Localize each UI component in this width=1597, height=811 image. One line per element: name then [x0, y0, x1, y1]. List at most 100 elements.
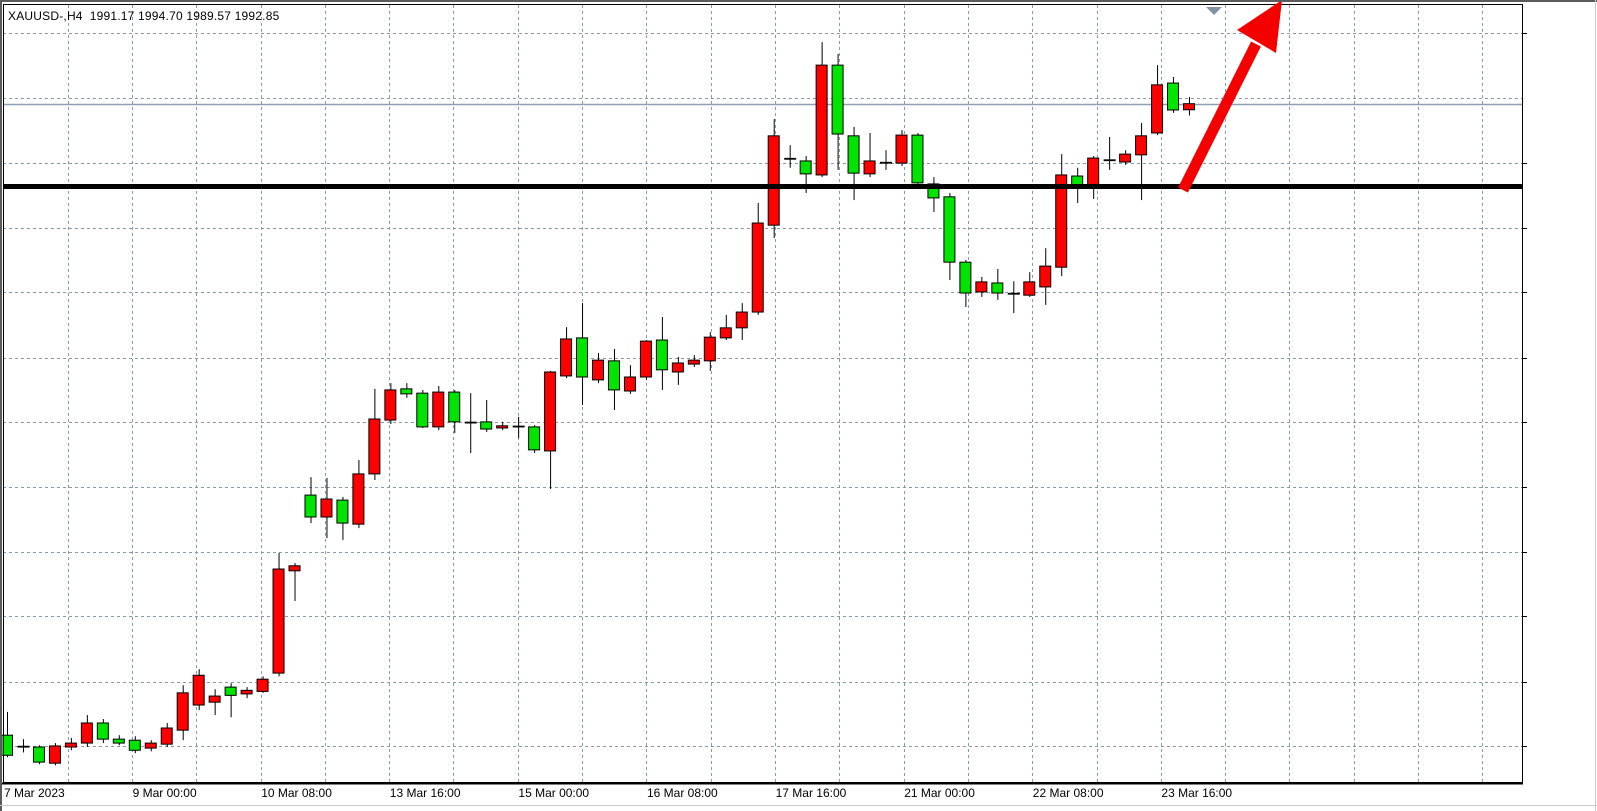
candle-body — [671, 362, 684, 373]
candle-body — [911, 134, 924, 184]
chart-frame — [3, 4, 1523, 783]
candle-18 — [288, 562, 301, 601]
candle-body — [959, 261, 972, 294]
candle-61 — [975, 276, 988, 297]
candle-body — [703, 336, 716, 362]
candle-45 — [719, 314, 732, 341]
candle-9 — [144, 740, 157, 752]
candle-40 — [639, 340, 652, 380]
candle-body — [576, 337, 589, 378]
candle-body — [96, 722, 109, 740]
candle-41 — [655, 317, 668, 390]
chart-shift-marker-icon[interactable] — [1206, 7, 1222, 15]
candle-body — [64, 742, 77, 748]
candle-27 — [432, 385, 445, 431]
candle-body — [544, 371, 557, 452]
candle-11 — [176, 685, 189, 741]
candle-body — [432, 391, 445, 428]
candle-49 — [784, 145, 797, 168]
candle-body — [1023, 281, 1036, 296]
candle-body — [368, 418, 381, 475]
candle-47 — [751, 202, 764, 315]
candle-3 — [48, 743, 61, 766]
candle-13 — [208, 689, 221, 716]
candle-54 — [863, 132, 876, 178]
candle-body — [32, 746, 45, 763]
candle-body — [208, 695, 221, 703]
trend-arrow-head-icon[interactable] — [1237, 0, 1282, 53]
candle-58 — [927, 177, 940, 212]
candle-body — [719, 327, 732, 339]
time-tick-label: 22 Mar 08:00 — [1032, 786, 1104, 800]
candle-body — [256, 678, 269, 692]
candle-72 — [1151, 65, 1164, 136]
horizontal-level-line[interactable] — [3, 184, 1522, 189]
candle-24 — [384, 383, 397, 425]
candle-body — [240, 689, 253, 695]
candle-31 — [496, 421, 509, 431]
candle-body — [1151, 84, 1164, 134]
candle-body — [352, 473, 365, 525]
candle-6 — [96, 719, 109, 744]
candle-body — [416, 392, 429, 428]
price-axis[interactable]: 2012.551976.301958.301940.301922.051904.… — [1522, 0, 1597, 783]
candle-21 — [336, 496, 349, 540]
candle-12 — [192, 669, 205, 711]
candle-28 — [448, 389, 461, 433]
candle-body — [735, 311, 748, 329]
candle-body — [192, 674, 205, 706]
candle-25 — [400, 383, 413, 398]
candle-body — [1087, 157, 1100, 187]
time-tick-label: 15 Mar 00:00 — [518, 786, 590, 800]
candle-body — [815, 64, 828, 176]
candle-20 — [320, 477, 333, 539]
candle-62 — [991, 268, 1004, 300]
candle-body — [623, 376, 636, 392]
candle-17 — [272, 552, 285, 677]
candle-36 — [576, 303, 589, 405]
candle-10 — [160, 722, 173, 748]
candle-body — [767, 135, 780, 226]
chart-ohlc-title: XAUUSD-,H4 1991.17 1994.70 1989.57 1992.… — [8, 9, 280, 23]
candle-55 — [880, 150, 893, 170]
candle-63 — [1007, 281, 1020, 314]
candle-64 — [1023, 272, 1036, 297]
candle-29 — [464, 393, 477, 454]
candle-body — [448, 391, 461, 423]
candle-body — [224, 686, 237, 696]
candle-70 — [1119, 150, 1132, 165]
candle-53 — [847, 126, 860, 201]
candle-1 — [17, 739, 30, 753]
time-tick-label: 7 Mar 2023 — [4, 786, 65, 800]
candle-65 — [1039, 248, 1052, 305]
candle-body — [655, 339, 668, 371]
candle-59 — [943, 192, 956, 281]
candle-23 — [368, 388, 381, 481]
candle-body — [176, 692, 189, 731]
candle-46 — [735, 303, 748, 341]
candle-body — [80, 722, 93, 744]
candle-body — [991, 282, 1004, 294]
candle-body — [863, 160, 876, 175]
candle-14 — [224, 683, 237, 718]
candle-body — [336, 499, 349, 524]
time-axis[interactable]: 7 Mar 2023 9 Mar 00:00 10 Mar 08:00 13 Mar … — [0, 784, 1597, 805]
candle-69 — [1103, 136, 1116, 170]
candle-body — [496, 425, 509, 429]
candle-16 — [256, 676, 269, 693]
trend-arrow-shaft[interactable] — [1178, 41, 1261, 193]
candle-body — [144, 742, 157, 749]
candle-body — [128, 739, 141, 751]
time-tick-label: 9 Mar 00:00 — [132, 786, 197, 800]
candle-body — [799, 160, 812, 175]
candle-body — [1183, 103, 1196, 111]
time-tick-label: 13 Mar 16:00 — [389, 786, 461, 800]
candle-body — [560, 338, 573, 377]
gridlines — [3, 5, 1522, 783]
candle-34 — [544, 370, 557, 489]
candle-48 — [767, 118, 780, 239]
candle-5 — [80, 715, 93, 748]
candle-body — [480, 421, 493, 430]
candle-51 — [815, 42, 828, 178]
